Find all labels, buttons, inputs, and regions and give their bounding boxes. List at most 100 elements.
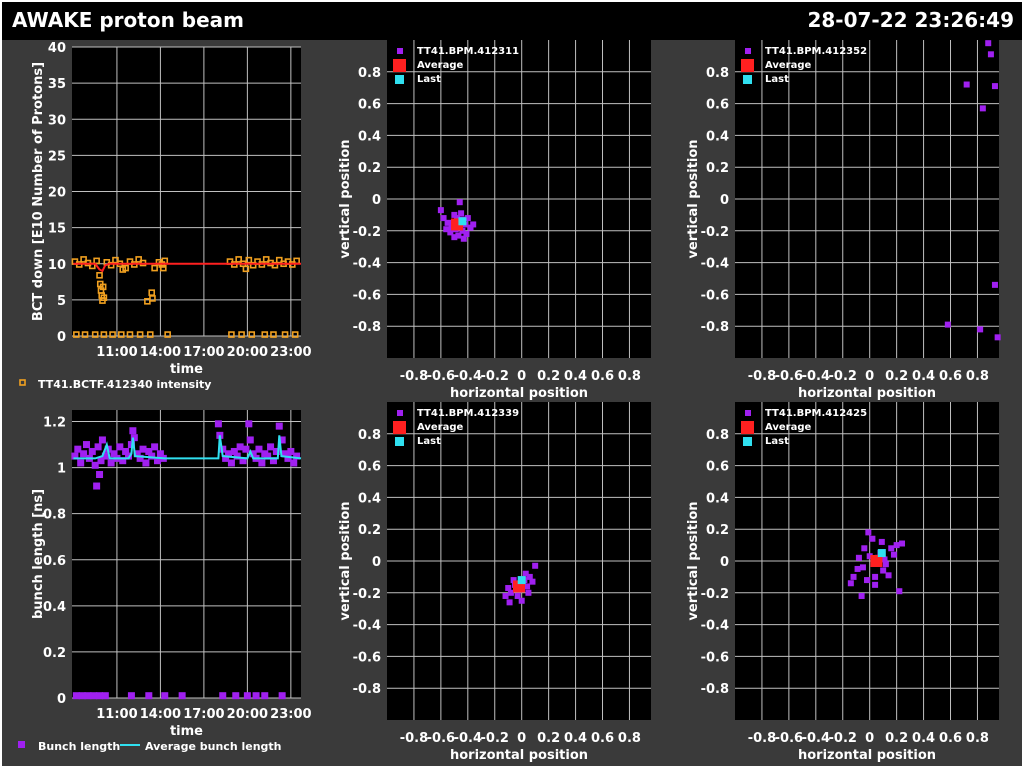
average-line — [73, 262, 301, 273]
legend-marker — [397, 410, 403, 416]
data-point — [532, 562, 539, 569]
legend-label: Last — [417, 436, 441, 447]
y-tick-label: 0.4 — [43, 600, 66, 615]
data-point — [525, 589, 532, 596]
y-tick-label: -0.6 — [701, 650, 729, 665]
data-point — [885, 572, 892, 579]
legend-label: Average — [417, 422, 464, 433]
y-tick-label: -0.2 — [701, 225, 729, 240]
data-point — [74, 445, 82, 453]
y-tick-label: -0.4 — [353, 619, 381, 634]
x-axis-label: horizontal position — [798, 386, 936, 401]
data-point — [866, 553, 873, 560]
data-point — [444, 219, 451, 226]
data-point — [977, 326, 984, 333]
y-tick-label: -0.4 — [701, 257, 729, 272]
data-point — [270, 331, 277, 338]
data-point — [456, 199, 463, 206]
x-tick-label: -0.4 — [802, 731, 830, 746]
data-point — [869, 535, 876, 542]
x-tick-label: 0.4 — [912, 731, 935, 746]
data-point — [855, 554, 862, 561]
legend-marker — [745, 410, 751, 416]
title-bar: AWAKE proton beam 28-07-22 23:26:49 — [2, 2, 1022, 40]
y-tick-label: -0.2 — [353, 587, 381, 602]
data-point — [290, 459, 298, 467]
y-tick-label: 1.2 — [43, 416, 66, 431]
x-axis-label: horizontal position — [450, 748, 588, 763]
x-tick-label: 0.2 — [537, 731, 560, 746]
x-tick-label: 11:00 — [96, 707, 137, 722]
legend-label: TT41.BPM.412311 — [417, 46, 519, 57]
data-point — [447, 229, 454, 236]
x-tick-label: 0.2 — [885, 369, 908, 384]
data-point — [122, 447, 130, 455]
average-marker — [870, 555, 883, 567]
data-point — [242, 445, 250, 453]
data-point — [470, 221, 477, 228]
data-point — [219, 692, 227, 700]
data-point — [146, 331, 154, 338]
data-point — [526, 573, 533, 580]
data-point — [107, 459, 115, 467]
data-point — [230, 447, 238, 455]
data-point — [278, 436, 286, 444]
y-tick-label: 0 — [720, 555, 729, 570]
y-axis-label: vertical position — [338, 501, 353, 620]
data-point — [139, 445, 147, 453]
data-point — [80, 256, 87, 263]
data-point — [249, 450, 257, 458]
data-point — [116, 443, 124, 451]
data-point — [130, 434, 138, 442]
data-point — [458, 210, 465, 217]
data-point — [101, 692, 109, 700]
legend-marker — [743, 75, 752, 84]
x-axis-label: time — [170, 724, 203, 739]
data-point — [987, 51, 994, 58]
y-tick-label: -0.8 — [701, 682, 729, 697]
data-point — [145, 692, 153, 700]
y-tick-label: 0.8 — [706, 66, 729, 81]
data-point — [464, 215, 471, 222]
y-axis-label: BCT down [E10 Number of Protons] — [31, 62, 46, 321]
data-point — [890, 551, 897, 558]
data-point — [129, 427, 137, 435]
data-point — [156, 450, 164, 458]
data-point — [264, 452, 272, 460]
data-point — [460, 235, 467, 242]
data-point — [275, 256, 283, 264]
y-tick-label: 0.2 — [706, 523, 729, 538]
data-point — [261, 331, 269, 338]
data-point — [133, 450, 141, 458]
y-tick-label: 0.4 — [358, 491, 381, 506]
data-point — [267, 443, 275, 451]
x-tick-label: 0 — [865, 731, 874, 746]
data-point — [97, 457, 105, 465]
y-tick-label: 5 — [57, 294, 66, 309]
legend-marker — [741, 421, 754, 434]
y-tick-label: 0.8 — [43, 508, 66, 523]
data-point — [437, 207, 444, 214]
data-point — [258, 459, 266, 467]
legend-marker — [397, 48, 403, 54]
data-point — [293, 452, 301, 460]
last-marker — [517, 576, 526, 585]
data-point — [136, 454, 144, 462]
legend-label: TT41.BPM.412425 — [765, 408, 867, 419]
x-tick-label: -0.2 — [829, 731, 857, 746]
data-point — [154, 457, 162, 465]
data-point — [117, 331, 125, 338]
x-tick-label: 0.4 — [912, 369, 935, 384]
x-tick-label: 17:00 — [183, 345, 224, 360]
x-tick-label: 0.8 — [618, 731, 641, 746]
data-point — [238, 331, 245, 338]
data-point — [78, 692, 86, 700]
data-point — [255, 445, 263, 453]
data-point — [109, 331, 116, 338]
data-point — [151, 443, 159, 451]
data-point — [269, 457, 277, 465]
data-point — [271, 261, 279, 269]
data-point — [127, 692, 135, 700]
x-tick-label: 14:00 — [140, 345, 181, 360]
